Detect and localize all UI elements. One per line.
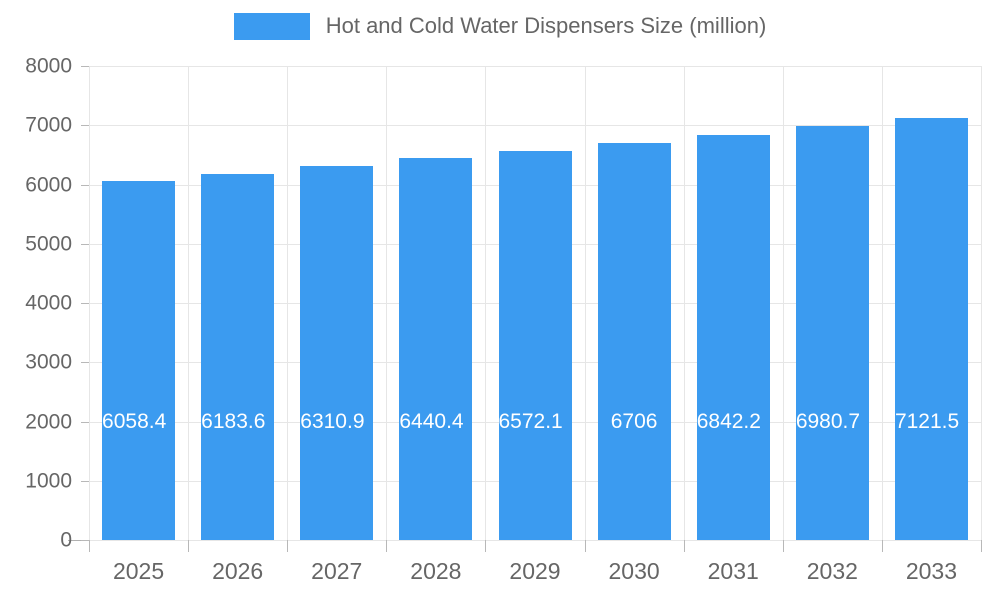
y-axis-tick-label: 2000	[25, 410, 72, 433]
bar-value-label: 6310.9	[300, 410, 365, 433]
x-axis-tick-label: 2031	[707, 558, 759, 584]
plot-area: 6058.4 6183.6 6310.9 6440.4 6572.1 6706 6842.2…	[89, 66, 982, 541]
bar-value-label: 6183.6	[201, 410, 266, 433]
y-axis-tick-mark	[81, 362, 89, 364]
chart-legend: Hot and Cold Water Dispensers Size (mill…	[0, 0, 1000, 52]
x-axis-tick-mark	[684, 540, 685, 552]
x-axis-tick-label: 2028	[410, 558, 462, 584]
bar[interactable]	[597, 142, 671, 540]
bar-value-label: 6058.4	[102, 410, 167, 433]
x-axis-tick-mark	[287, 540, 288, 552]
bar[interactable]	[102, 181, 176, 540]
bar-value-label: 7121.5	[894, 410, 960, 433]
gridline-vertical	[882, 66, 883, 540]
gridline-vertical	[287, 66, 288, 540]
gridline-vertical	[485, 66, 486, 540]
x-axis-tick-mark	[981, 540, 982, 552]
x-axis-tick-label: 2030	[608, 558, 660, 584]
x-axis-tick-mark	[89, 540, 90, 552]
bar[interactable]	[300, 166, 374, 540]
bar-value-label: 6980.7	[795, 410, 861, 433]
x-axis-tick-mark	[585, 540, 586, 552]
x-axis-tick-label: 2025	[112, 558, 165, 584]
gridline-vertical	[783, 66, 784, 540]
bar[interactable]	[399, 158, 473, 540]
x-axis-tick-label: 2032	[806, 558, 858, 584]
legend-item-series-1[interactable]: Hot and Cold Water Dispensers Size (mill…	[233, 12, 767, 40]
bar[interactable]	[696, 134, 770, 540]
y-axis-tick-label: 1000	[25, 469, 72, 493]
y-axis-tick-mark	[81, 480, 89, 482]
x-axis-tick-label: 2029	[509, 558, 561, 584]
bar[interactable]	[894, 118, 968, 540]
x-axis-tick-label: 2026	[212, 558, 264, 584]
gridline-vertical	[386, 66, 387, 540]
gridline-horizontal	[89, 66, 981, 67]
y-axis-tick-label: 6000	[25, 173, 72, 196]
x-axis-tick-mark	[485, 540, 486, 552]
gridline-vertical	[684, 66, 685, 540]
bar[interactable]	[795, 126, 869, 540]
y-axis-tick-mark	[81, 66, 89, 67]
y-axis-tick-label: 7000	[25, 113, 72, 137]
bar-value-label: 6572.1	[498, 410, 563, 433]
gridline-vertical	[188, 66, 189, 540]
y-axis-tick-mark	[81, 184, 89, 186]
x-axis-tick-mark	[882, 540, 883, 552]
gridline-horizontal	[89, 540, 981, 541]
x-axis-tick-label: 2027	[311, 558, 363, 584]
bar[interactable]	[201, 173, 275, 540]
x-axis-tick-label: 2033	[905, 558, 958, 584]
bar-value-label: 6706	[610, 410, 658, 433]
y-axis-tick-mark	[81, 303, 89, 304]
y-axis-tick-mark	[81, 421, 89, 423]
y-axis-tick-mark	[81, 243, 89, 245]
gridline-vertical	[585, 66, 586, 540]
y-axis-tick-mark	[81, 125, 89, 127]
legend-label: Hot and Cold Water Dispensers Size (mill…	[325, 13, 767, 38]
gridline-horizontal	[89, 125, 981, 127]
gridline-vertical	[89, 66, 90, 540]
y-axis-tick-label: 5000	[25, 232, 72, 256]
x-axis-tick-mark	[188, 540, 189, 552]
y-axis-tick-label: 8000	[25, 54, 72, 78]
y-axis-tick-label: 3000	[25, 350, 72, 374]
bar[interactable]	[498, 150, 572, 540]
bar-value-label: 6440.4	[399, 410, 464, 433]
legend-color-swatch-icon	[233, 12, 310, 40]
x-axis-tick-mark	[783, 540, 784, 552]
bar-value-label: 6842.2	[696, 410, 761, 433]
x-axis-tick-mark	[386, 540, 387, 552]
gridline-vertical	[981, 66, 982, 540]
y-axis-tick-label: 4000	[25, 291, 72, 315]
y-axis-tick-label: 0	[60, 528, 72, 552]
